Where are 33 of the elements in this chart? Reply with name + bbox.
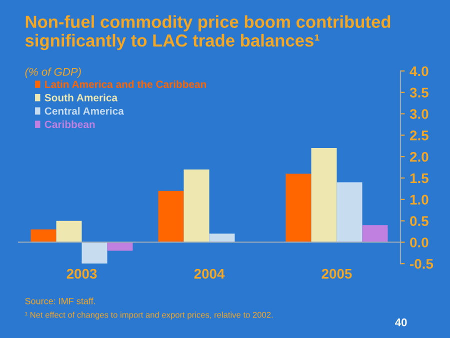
legend-label: Latin America and the Caribbean [45,80,206,88]
legend-label: Caribbean [44,120,95,128]
bar [286,174,312,242]
bar [362,225,388,242]
bar [56,220,82,242]
x-tick-label: 2003 [66,268,97,279]
y-tick-label: 2.0 [410,152,428,162]
source-note: Source: IMF staff. [25,298,96,304]
bar [30,229,56,242]
x-tick-label: 2004 [194,268,225,279]
y-tick-label: 0.5 [410,216,428,226]
y-tick-label: 4.0 [410,66,428,76]
legend-label: South America [44,94,118,102]
y-tick-label: -0.5 [410,258,434,269]
text: ¹ Net effect of changes to import and export prices, relative to 2002. [25,312,273,320]
y-tick-label: 1.0 [410,194,428,205]
bar [336,182,362,242]
y-tick-label: 3.5 [410,88,428,98]
y-tick-label: 3.0 [410,109,428,119]
y-tick-label: 1.5 [410,173,428,184]
bar [82,242,108,264]
y-tick-label: 0.0 [410,238,428,248]
bar [184,169,210,242]
text: 40 [395,318,407,326]
bar [158,190,184,242]
bar [311,148,337,242]
bar [107,242,133,251]
bar [209,234,235,242]
legend-label: Central America [44,107,124,115]
y-tick-label: 2.5 [410,130,428,140]
chart-subtitle: (% of GDP) [25,68,81,78]
x-tick-label: 2005 [322,268,352,279]
chart-title: Non-fuel commodity price boom contributed significantly to LAC trade balances¹ [25,15,390,50]
